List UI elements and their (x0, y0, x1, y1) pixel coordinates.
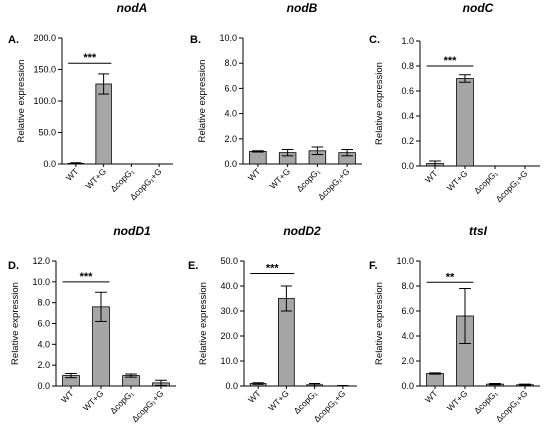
x-category-label: WT (246, 388, 262, 404)
x-category-label: WT (64, 166, 80, 182)
significance-label: *** (83, 52, 97, 64)
x-category-label: ΔcopG₁+G (316, 166, 352, 202)
y-tick-label: 10.0 (32, 277, 50, 287)
bar-1 (456, 78, 474, 167)
chart-title: nodB (287, 1, 318, 15)
y-axis-label: Relative expression (16, 60, 27, 143)
y-tick-label: 4.0 (401, 331, 414, 341)
x-category-label: ΔcopG₁+G (494, 168, 530, 204)
significance-label: ** (446, 271, 455, 283)
significance-label: *** (80, 271, 94, 283)
y-axis-label: Relative expression (374, 62, 385, 145)
chart-panel-ttsI: ttsI F. Relative expression 0.0 2.0 4.0 6.0 8.0… (369, 224, 540, 424)
y-tick-label: 8.0 (401, 281, 414, 291)
chart-title: nodD2 (283, 224, 321, 238)
y-tick-label: 0.6 (401, 86, 414, 96)
y-tick-label: 40.0 (220, 281, 238, 291)
x-category-label: ΔcopG₁ (472, 168, 500, 196)
y-tick-label: 6.0 (224, 83, 237, 93)
y-tick-label: 0.0 (37, 381, 50, 391)
bar-1 (278, 298, 295, 387)
x-category-label: WT+G (83, 166, 108, 191)
panel-letter: B. (190, 34, 201, 46)
y-tick-label: 4.0 (37, 339, 50, 349)
y-axis-label: Relative expression (374, 282, 385, 365)
chart-title: nodC (463, 1, 494, 15)
chart-panel-nodC: nodC C. Relative expression 0.0 0.2 0.4 0.6 0.8… (369, 1, 540, 204)
bar-0 (426, 373, 444, 387)
chart-panel-nodB: nodB B. Relative expression 0.0 2.0 4.0 6.0 8.0… (190, 1, 362, 202)
y-axis-label: Relative expression (197, 60, 208, 143)
panel-letter: D. (8, 260, 19, 272)
y-tick-label: 0.0 (401, 381, 414, 391)
chart-title: nodA (117, 1, 148, 15)
y-tick-label: 150.0 (33, 65, 56, 75)
y-tick-label: 6.0 (37, 319, 50, 329)
x-category-label: WT+G (267, 166, 292, 191)
x-category-label: WT+G (81, 388, 106, 413)
y-tick-label: 0.0 (401, 161, 414, 171)
y-tick-label: 2.0 (401, 356, 414, 366)
x-category-label: WT (423, 168, 439, 184)
y-tick-label: 100.0 (33, 96, 56, 106)
panel-letter: A. (8, 34, 19, 46)
significance-label: *** (266, 263, 280, 275)
chart-title: ttsI (469, 224, 488, 238)
y-tick-label: 20.0 (220, 331, 238, 341)
y-tick-label: 6.0 (401, 306, 414, 316)
panel-letter: F. (369, 260, 378, 272)
chart-panel-nodD2: nodD2 E.Relative expression 0.0 10.0 20.0 30.… (188, 224, 357, 424)
chart-panel-nodD1: nodD1 D. Relative expression 0.0 2.0 4.0 6.0 8.… (8, 224, 176, 424)
chart-panel-nodA: nodA A. Relative expression 0.0 50.0 100.0 150… (8, 1, 173, 202)
panel-letter: E. (188, 260, 198, 272)
y-tick-label: 1.0 (401, 36, 414, 46)
x-category-label: ΔcopG₁ (294, 166, 322, 194)
panel-letter: C. (369, 34, 380, 46)
y-tick-label: 10.0 (219, 33, 237, 43)
x-category-label: WT (59, 388, 75, 404)
significance-label: *** (444, 55, 458, 67)
y-axis-label: Relative expression (198, 282, 209, 365)
y-tick-label: 10.0 (220, 356, 238, 366)
x-category-label: WT+G (445, 168, 470, 193)
x-category-label: WT (246, 166, 262, 182)
y-tick-label: 0.0 (43, 159, 56, 169)
y-tick-label: 50.0 (38, 128, 56, 138)
y-tick-label: 0.4 (401, 111, 414, 121)
bar-0 (249, 150, 267, 165)
y-tick-label: 30.0 (220, 306, 238, 316)
y-tick-label: 0.2 (401, 136, 414, 146)
bar-1 (95, 83, 112, 165)
y-tick-label: 10.0 (396, 256, 414, 266)
x-category-label: WT+G (266, 388, 291, 413)
y-tick-label: 4.0 (224, 109, 237, 119)
y-tick-label: 8.0 (37, 298, 50, 308)
y-tick-label: 200.0 (33, 33, 56, 43)
y-tick-label: 50.0 (220, 256, 238, 266)
x-category-label: ΔcopG₁+G (130, 388, 166, 424)
x-category-label: ΔcopG₁ (108, 388, 136, 416)
x-category-label: ΔcopG₁ (472, 388, 500, 416)
y-tick-label: 12.0 (32, 256, 50, 266)
x-category-label: WT (423, 388, 439, 404)
x-category-label: WT+G (445, 388, 470, 413)
y-tick-label: 8.0 (224, 58, 237, 68)
y-tick-label: 0.0 (225, 381, 238, 391)
y-tick-label: 0.0 (224, 159, 237, 169)
y-axis-label: Relative expression (10, 282, 21, 365)
y-tick-label: 0.8 (401, 61, 414, 71)
y-tick-label: 2.0 (37, 360, 50, 370)
chart-title: nodD1 (113, 224, 151, 238)
x-category-label: ΔcopG₁ (292, 388, 320, 416)
y-tick-label: 2.0 (224, 134, 237, 144)
x-category-label: ΔcopG₁+G (494, 388, 530, 424)
